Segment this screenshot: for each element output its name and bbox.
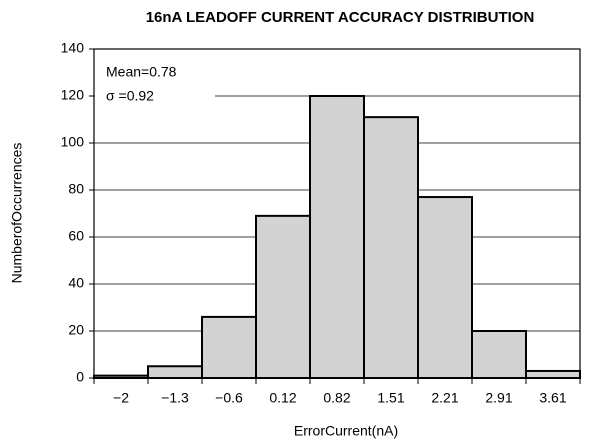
bar	[147, 365, 203, 379]
y-tick-label: 140	[61, 40, 85, 56]
y-tick-label: 60	[68, 228, 84, 244]
annotation-box	[95, 55, 215, 105]
x-tick-label: 0.82	[323, 390, 350, 406]
y-tick-label: 80	[68, 181, 84, 197]
x-tick-label: −0.6	[215, 390, 243, 406]
bar	[255, 214, 311, 379]
annotation: σ =0.92	[106, 88, 154, 104]
bar	[363, 116, 419, 380]
x-tick-label: −2	[113, 390, 129, 406]
x-tick-label: 3.61	[539, 390, 566, 406]
x-tick-label: 1.51	[377, 390, 404, 406]
bar	[309, 95, 365, 379]
y-axis-label: NumberofOccurrences	[9, 143, 25, 284]
x-tick-label: 2.91	[485, 390, 512, 406]
chart-title: 16nA LEADOFF CURRENT ACCURACY DISTRIBUTI…	[146, 9, 535, 26]
x-tick-label: −1.3	[161, 390, 189, 406]
annotation: Mean=0.78	[106, 64, 177, 80]
bar	[471, 330, 527, 379]
x-axis-label: ErrorCurrent(nA)	[294, 423, 398, 439]
x-tick-label: 0.12	[269, 390, 296, 406]
x-tick-label: 2.21	[431, 390, 458, 406]
y-tick-label: 120	[61, 87, 85, 103]
y-tick-label: 40	[68, 275, 84, 291]
y-tick-label: 100	[61, 134, 85, 150]
y-tick-label: 20	[68, 322, 84, 338]
bar	[417, 196, 473, 379]
bar	[201, 315, 257, 379]
bar	[525, 369, 581, 380]
plot-frame	[93, 48, 581, 379]
y-tick-label: 0	[76, 369, 84, 385]
